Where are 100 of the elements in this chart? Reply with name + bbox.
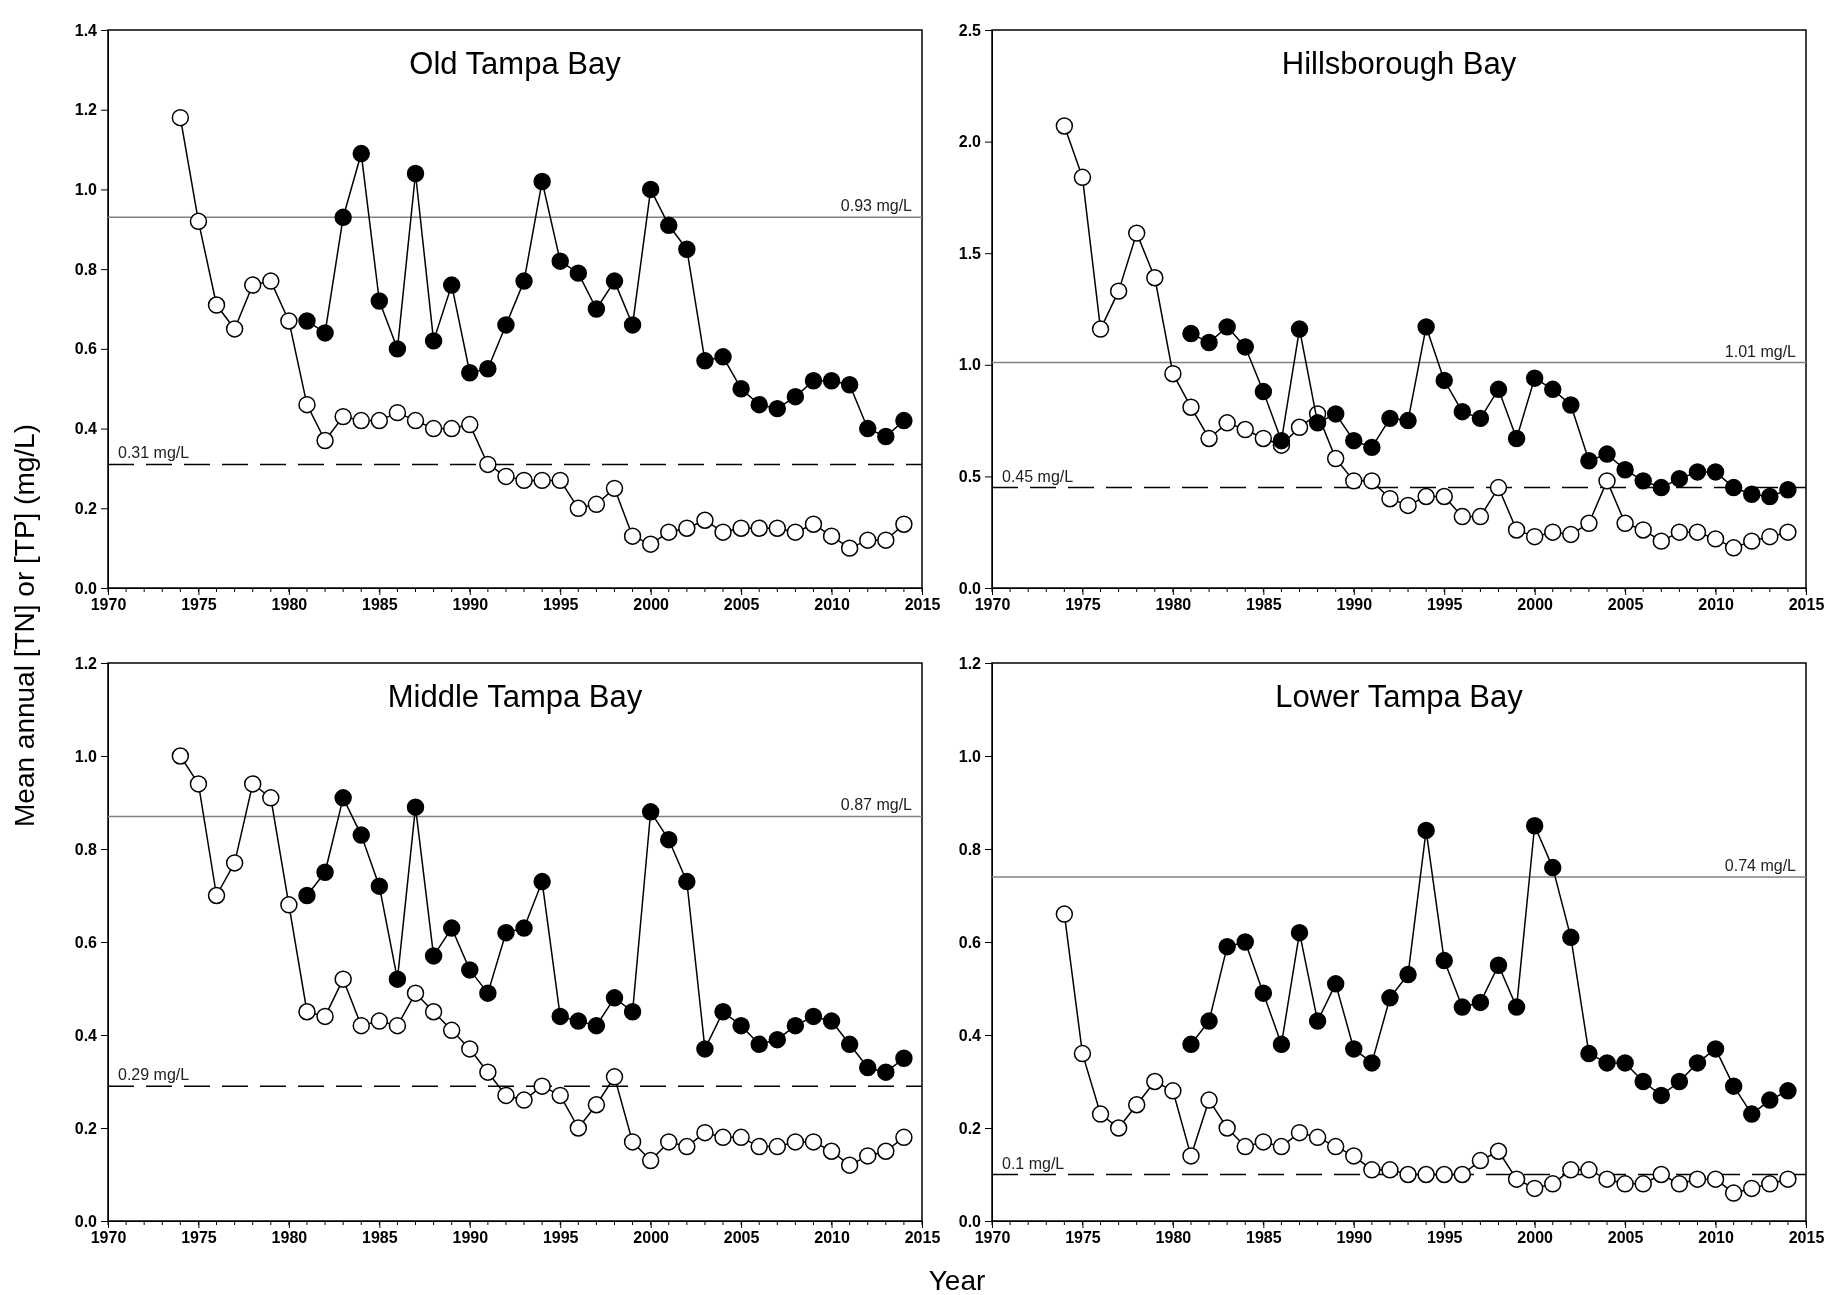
point — [768, 399, 787, 418]
point — [1399, 965, 1417, 984]
point — [1399, 411, 1417, 430]
point — [1254, 429, 1273, 448]
point — [1634, 1072, 1652, 1091]
point — [786, 523, 805, 541]
ref-line-label: 0.31 mg/L — [118, 444, 190, 462]
point — [551, 1007, 569, 1026]
point — [587, 1096, 606, 1114]
point — [587, 495, 606, 514]
point — [1779, 481, 1797, 499]
point — [678, 1137, 696, 1156]
point — [1146, 269, 1164, 287]
point — [569, 264, 588, 282]
y-tick-label: 0.2 — [958, 1119, 982, 1137]
point — [732, 1016, 750, 1035]
text: Middle Tampa Bay — [387, 679, 643, 714]
point — [641, 1151, 660, 1170]
x-tick-label: 1970 — [90, 596, 127, 614]
point — [1453, 507, 1472, 526]
point — [1073, 168, 1092, 187]
point — [895, 515, 913, 533]
point — [1290, 320, 1309, 338]
point — [1399, 496, 1417, 515]
point — [334, 789, 352, 807]
point — [442, 1021, 461, 1040]
point — [1453, 402, 1472, 421]
point — [1724, 478, 1743, 497]
point — [786, 1016, 805, 1035]
point — [1417, 821, 1435, 840]
point — [388, 970, 407, 988]
point — [605, 272, 624, 290]
y-tick-label: 0.0 — [74, 1212, 98, 1230]
y-tick-label: 2.5 — [958, 21, 982, 39]
point — [804, 372, 823, 390]
x-tick-label: 1995 — [1426, 1229, 1463, 1247]
point — [660, 1133, 678, 1151]
point — [1544, 858, 1562, 877]
point — [1525, 1179, 1544, 1198]
point — [280, 312, 298, 330]
point — [641, 180, 660, 199]
point — [750, 1137, 768, 1156]
point — [370, 292, 389, 310]
point — [515, 471, 533, 490]
point — [696, 511, 714, 529]
y-tick-label: 0.2 — [74, 499, 98, 517]
point — [877, 531, 895, 549]
point — [1688, 523, 1707, 541]
ref-line-label: 0.45 mg/L — [1002, 467, 1074, 485]
point — [1272, 431, 1291, 450]
point — [298, 312, 316, 330]
point — [533, 1077, 551, 1095]
point — [424, 419, 443, 438]
point — [424, 1003, 443, 1021]
point — [207, 886, 226, 905]
point — [1345, 431, 1363, 450]
point — [623, 1003, 642, 1021]
ref-line-label: 0.1 mg/L — [1002, 1154, 1065, 1172]
x-tick-label: 2000 — [1517, 1229, 1554, 1247]
point — [442, 919, 461, 937]
point — [1598, 1054, 1616, 1072]
point — [1489, 956, 1508, 974]
point — [1182, 324, 1200, 343]
point — [1562, 525, 1580, 544]
y-tick-label: 0.5 — [958, 468, 982, 486]
point — [1489, 380, 1508, 399]
point — [1779, 1170, 1797, 1188]
point — [1562, 928, 1580, 947]
point — [1580, 452, 1598, 470]
point — [479, 455, 497, 474]
point — [1670, 1072, 1689, 1091]
point — [1417, 318, 1435, 336]
point — [859, 1058, 877, 1077]
point — [1254, 382, 1273, 401]
point — [1381, 490, 1399, 508]
point — [1706, 1170, 1725, 1188]
point — [569, 1119, 588, 1137]
point — [1164, 1082, 1182, 1100]
point — [1254, 984, 1273, 1002]
point — [895, 411, 913, 430]
point — [497, 316, 515, 334]
point — [479, 360, 497, 378]
point — [1471, 507, 1490, 526]
point — [750, 395, 768, 414]
x-tick-label: 1995 — [542, 596, 579, 614]
point — [696, 1123, 714, 1142]
point — [1724, 539, 1743, 557]
y-tick-label: 1.5 — [958, 244, 982, 262]
point — [1706, 530, 1725, 548]
point — [1200, 1012, 1218, 1030]
y-tick-label: 0.0 — [958, 579, 982, 597]
point — [1381, 989, 1399, 1007]
point — [1200, 1091, 1218, 1109]
point — [1652, 1165, 1671, 1184]
point — [696, 352, 714, 370]
point — [1779, 1082, 1797, 1100]
point — [461, 1040, 479, 1058]
point — [461, 415, 479, 434]
y-tick-label: 0.8 — [74, 260, 98, 278]
y-tick-label: 1.2 — [74, 101, 98, 119]
